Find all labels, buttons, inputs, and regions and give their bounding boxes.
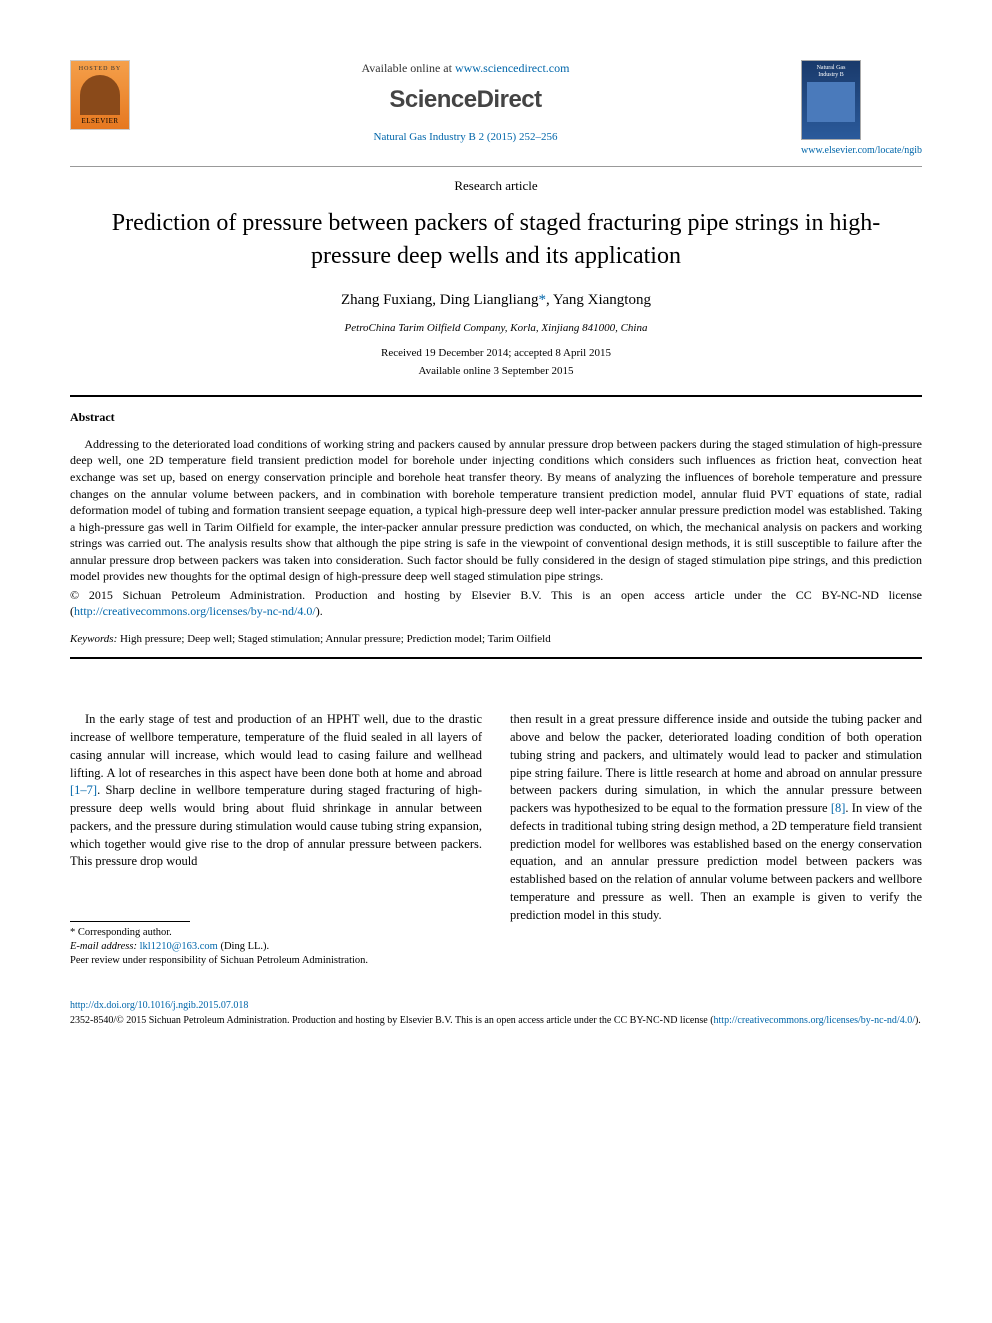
elsevier-logo[interactable]: HOSTED BY ELSEVIER [70, 60, 130, 130]
keywords-body: High pressure; Deep well; Staged stimula… [117, 633, 550, 645]
abstract-top-divider [70, 395, 922, 397]
doi-link[interactable]: http://dx.doi.org/10.1016/j.ngib.2015.07… [70, 999, 922, 1012]
journal-cover-title: Natural Gas Industry B [806, 65, 856, 78]
abstract-paragraph: Addressing to the deteriorated load cond… [70, 436, 922, 585]
para1-part-a: In the early stage of test and productio… [70, 712, 482, 779]
keywords-label: Keywords: [70, 633, 117, 645]
citation-link-1-7[interactable]: [1–7] [70, 783, 97, 797]
elsevier-logo-block: HOSTED BY ELSEVIER [70, 60, 130, 130]
page-container: HOSTED BY ELSEVIER Available online at w… [0, 0, 992, 1067]
corresponding-marker[interactable]: * [538, 292, 546, 308]
article-dates-line2: Available online 3 September 2015 [70, 364, 922, 379]
column-left: In the early stage of test and productio… [70, 711, 482, 968]
license-link[interactable]: http://creativecommons.org/licenses/by-n… [74, 604, 316, 618]
footnote-separator [70, 921, 190, 922]
peer-review-footnote: Peer review under responsibility of Sich… [70, 954, 482, 968]
footnotes-block: * Corresponding author. E-mail address: … [70, 921, 482, 969]
journal-cover-thumbnail[interactable]: Natural Gas Industry B [801, 60, 861, 140]
body-paragraph-2: then result in a great pressure differen… [510, 711, 922, 924]
email-tail: (Ding LL.). [218, 941, 269, 952]
sciencedirect-logo[interactable]: ScienceDirect [150, 83, 781, 117]
footer-copy-b: ). [915, 1015, 921, 1026]
abstract-label: Abstract [70, 409, 922, 426]
para2-part-b: . In view of the defects in traditional … [510, 801, 922, 922]
available-prefix: Available online at [362, 61, 455, 75]
email-link[interactable]: lkl1210@163.com [137, 941, 218, 952]
para2-part-a: then result in a great pressure differen… [510, 712, 922, 815]
header-divider [70, 166, 922, 167]
copyright-tail: ). [316, 604, 323, 618]
email-label: E-mail address: [70, 941, 137, 952]
corresponding-author-footnote: * Corresponding author. [70, 926, 482, 940]
affiliation: PetroChina Tarim Oilfield Company, Korla… [70, 321, 922, 336]
body-paragraph-1: In the early stage of test and productio… [70, 711, 482, 871]
copyright-line: © 2015 Sichuan Petroleum Administration.… [70, 587, 922, 620]
column-right: then result in a great pressure differen… [510, 711, 922, 968]
journal-reference[interactable]: Natural Gas Industry B 2 (2015) 252–256 [150, 130, 781, 145]
footer-license-link[interactable]: http://creativecommons.org/licenses/by-n… [714, 1015, 915, 1026]
hosted-by-label: HOSTED BY [79, 65, 122, 73]
citation-link-8[interactable]: [8] [831, 801, 846, 815]
keywords-line: Keywords: High pressure; Deep well; Stag… [70, 632, 922, 647]
authors-part1: Zhang Fuxiang, Ding Liangliang [341, 292, 538, 308]
body-columns: In the early stage of test and productio… [70, 711, 922, 968]
article-title: Prediction of pressure between packers o… [70, 207, 922, 272]
authors-line: Zhang Fuxiang, Ding Liangliang*, Yang Xi… [70, 290, 922, 311]
abstract-body: Addressing to the deteriorated load cond… [70, 436, 922, 585]
header-row: HOSTED BY ELSEVIER Available online at w… [70, 60, 922, 158]
para1-part-b: . Sharp decline in wellbore temperature … [70, 783, 482, 868]
spacer [70, 671, 922, 711]
elsevier-brand-label: ELSEVIER [81, 117, 118, 127]
journal-cover-image-icon [807, 82, 855, 122]
journal-site-link[interactable]: www.elsevier.com/locate/ngib [801, 145, 922, 156]
footer-copyright: 2352-8540/© 2015 Sichuan Petroleum Admin… [70, 1014, 922, 1027]
center-header: Available online at www.sciencedirect.co… [130, 60, 801, 150]
journal-site-row: www.elsevier.com/locate/ngib [801, 144, 922, 158]
available-online-line: Available online at www.sciencedirect.co… [150, 60, 781, 77]
footer-copy-a: 2352-8540/© 2015 Sichuan Petroleum Admin… [70, 1015, 714, 1026]
email-footnote: E-mail address: lkl1210@163.com (Ding LL… [70, 940, 482, 954]
article-type: Research article [70, 177, 922, 195]
journal-cover-block: Natural Gas Industry B www.elsevier.com/… [801, 60, 922, 158]
elsevier-tree-icon [80, 75, 120, 115]
authors-part2: , Yang Xiangtong [546, 292, 651, 308]
page-footer: http://dx.doi.org/10.1016/j.ngib.2015.07… [70, 999, 922, 1027]
sciencedirect-url[interactable]: www.sciencedirect.com [455, 61, 570, 75]
abstract-bottom-divider [70, 657, 922, 659]
article-dates-line1: Received 19 December 2014; accepted 8 Ap… [70, 346, 922, 361]
